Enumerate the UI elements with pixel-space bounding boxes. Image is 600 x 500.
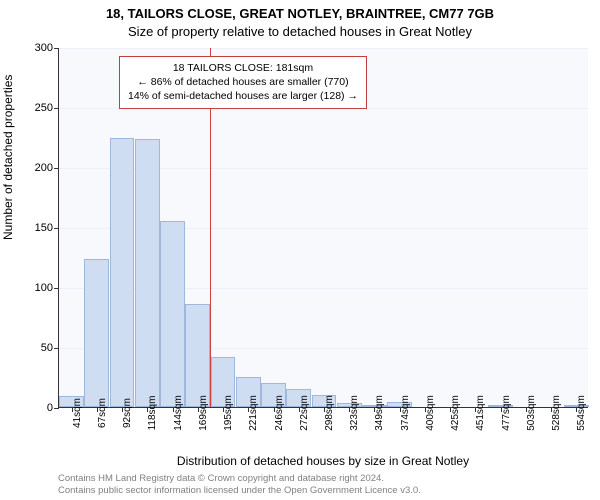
gridline: [59, 48, 588, 49]
x-tick-mark: [551, 407, 552, 412]
x-tick-label: 118sqm: [147, 396, 158, 431]
x-tick-mark: [299, 407, 300, 412]
x-tick-label: 144sqm: [173, 395, 184, 431]
footer-attribution: Contains HM Land Registry data © Crown c…: [58, 473, 588, 497]
x-tick-label: 451sqm: [475, 395, 486, 431]
x-tick-mark: [223, 407, 224, 412]
y-tick-label: 50: [41, 342, 53, 354]
x-tick-mark: [425, 407, 426, 412]
x-tick-label: 246sqm: [274, 395, 285, 431]
y-tick-mark: [54, 408, 59, 409]
histogram-bar: [185, 304, 210, 407]
x-tick-mark: [147, 407, 148, 412]
x-tick-mark: [72, 407, 73, 412]
x-tick-mark: [248, 407, 249, 412]
x-tick-mark: [576, 407, 577, 412]
x-tick-label: 477sqm: [501, 395, 512, 431]
x-tick-label: 503sqm: [526, 395, 537, 431]
x-tick-mark: [450, 407, 451, 412]
x-tick-mark: [97, 407, 98, 412]
x-tick-mark: [198, 407, 199, 412]
x-tick-label: 528sqm: [551, 395, 562, 431]
x-tick-label: 92sqm: [122, 398, 133, 428]
x-tick-label: 221sqm: [248, 395, 259, 431]
footer-line-1: Contains HM Land Registry data © Crown c…: [58, 473, 588, 485]
x-tick-label: 41sqm: [72, 398, 83, 428]
reference-callout: 18 TAILORS CLOSE: 181sqm ← 86% of detach…: [119, 56, 367, 109]
x-tick-label: 67sqm: [97, 398, 108, 428]
x-tick-label: 169sqm: [198, 395, 209, 431]
x-axis-label: Distribution of detached houses by size …: [58, 454, 588, 468]
histogram-bar: [160, 221, 185, 407]
x-tick-label: 298sqm: [324, 395, 335, 431]
title-primary: 18, TAILORS CLOSE, GREAT NOTLEY, BRAINTR…: [0, 6, 600, 21]
y-tick-label: 300: [35, 42, 53, 54]
y-tick-label: 200: [35, 162, 53, 174]
y-axis-label: Number of detached properties: [1, 75, 15, 240]
x-tick-label: 374sqm: [400, 395, 411, 431]
histogram-bar: [135, 139, 160, 407]
x-tick-mark: [349, 407, 350, 412]
x-tick-mark: [173, 407, 174, 412]
y-tick-mark: [54, 48, 59, 49]
y-tick-label: 100: [35, 282, 53, 294]
y-tick-mark: [54, 108, 59, 109]
x-tick-mark: [324, 407, 325, 412]
y-tick-mark: [54, 348, 59, 349]
x-tick-mark: [374, 407, 375, 412]
y-tick-mark: [54, 168, 59, 169]
y-tick-mark: [54, 228, 59, 229]
callout-line-3: 14% of semi-detached houses are larger (…: [128, 89, 358, 103]
callout-line-2: ← 86% of detached houses are smaller (77…: [128, 75, 358, 89]
footer-line-2: Contains public sector information licen…: [58, 485, 588, 497]
x-tick-label: 554sqm: [576, 395, 587, 431]
x-tick-mark: [475, 407, 476, 412]
x-tick-mark: [274, 407, 275, 412]
chart-plot-area: 05010015020025030041sqm67sqm92sqm118sqm1…: [58, 48, 588, 408]
x-tick-mark: [400, 407, 401, 412]
y-tick-label: 150: [35, 222, 53, 234]
x-tick-mark: [526, 407, 527, 412]
y-tick-label: 250: [35, 102, 53, 114]
title-secondary: Size of property relative to detached ho…: [0, 24, 600, 39]
x-tick-label: 425sqm: [450, 395, 461, 431]
x-tick-mark: [501, 407, 502, 412]
x-tick-label: 349sqm: [374, 395, 385, 431]
x-tick-label: 195sqm: [223, 395, 234, 431]
y-tick-label: 0: [47, 402, 53, 414]
callout-line-1: 18 TAILORS CLOSE: 181sqm: [128, 61, 358, 75]
x-tick-mark: [122, 407, 123, 412]
histogram-bar: [110, 138, 135, 407]
y-tick-mark: [54, 288, 59, 289]
x-tick-label: 272sqm: [299, 395, 310, 431]
x-tick-label: 400sqm: [425, 395, 436, 431]
x-tick-label: 323sqm: [349, 395, 360, 431]
histogram-bar: [84, 259, 109, 407]
